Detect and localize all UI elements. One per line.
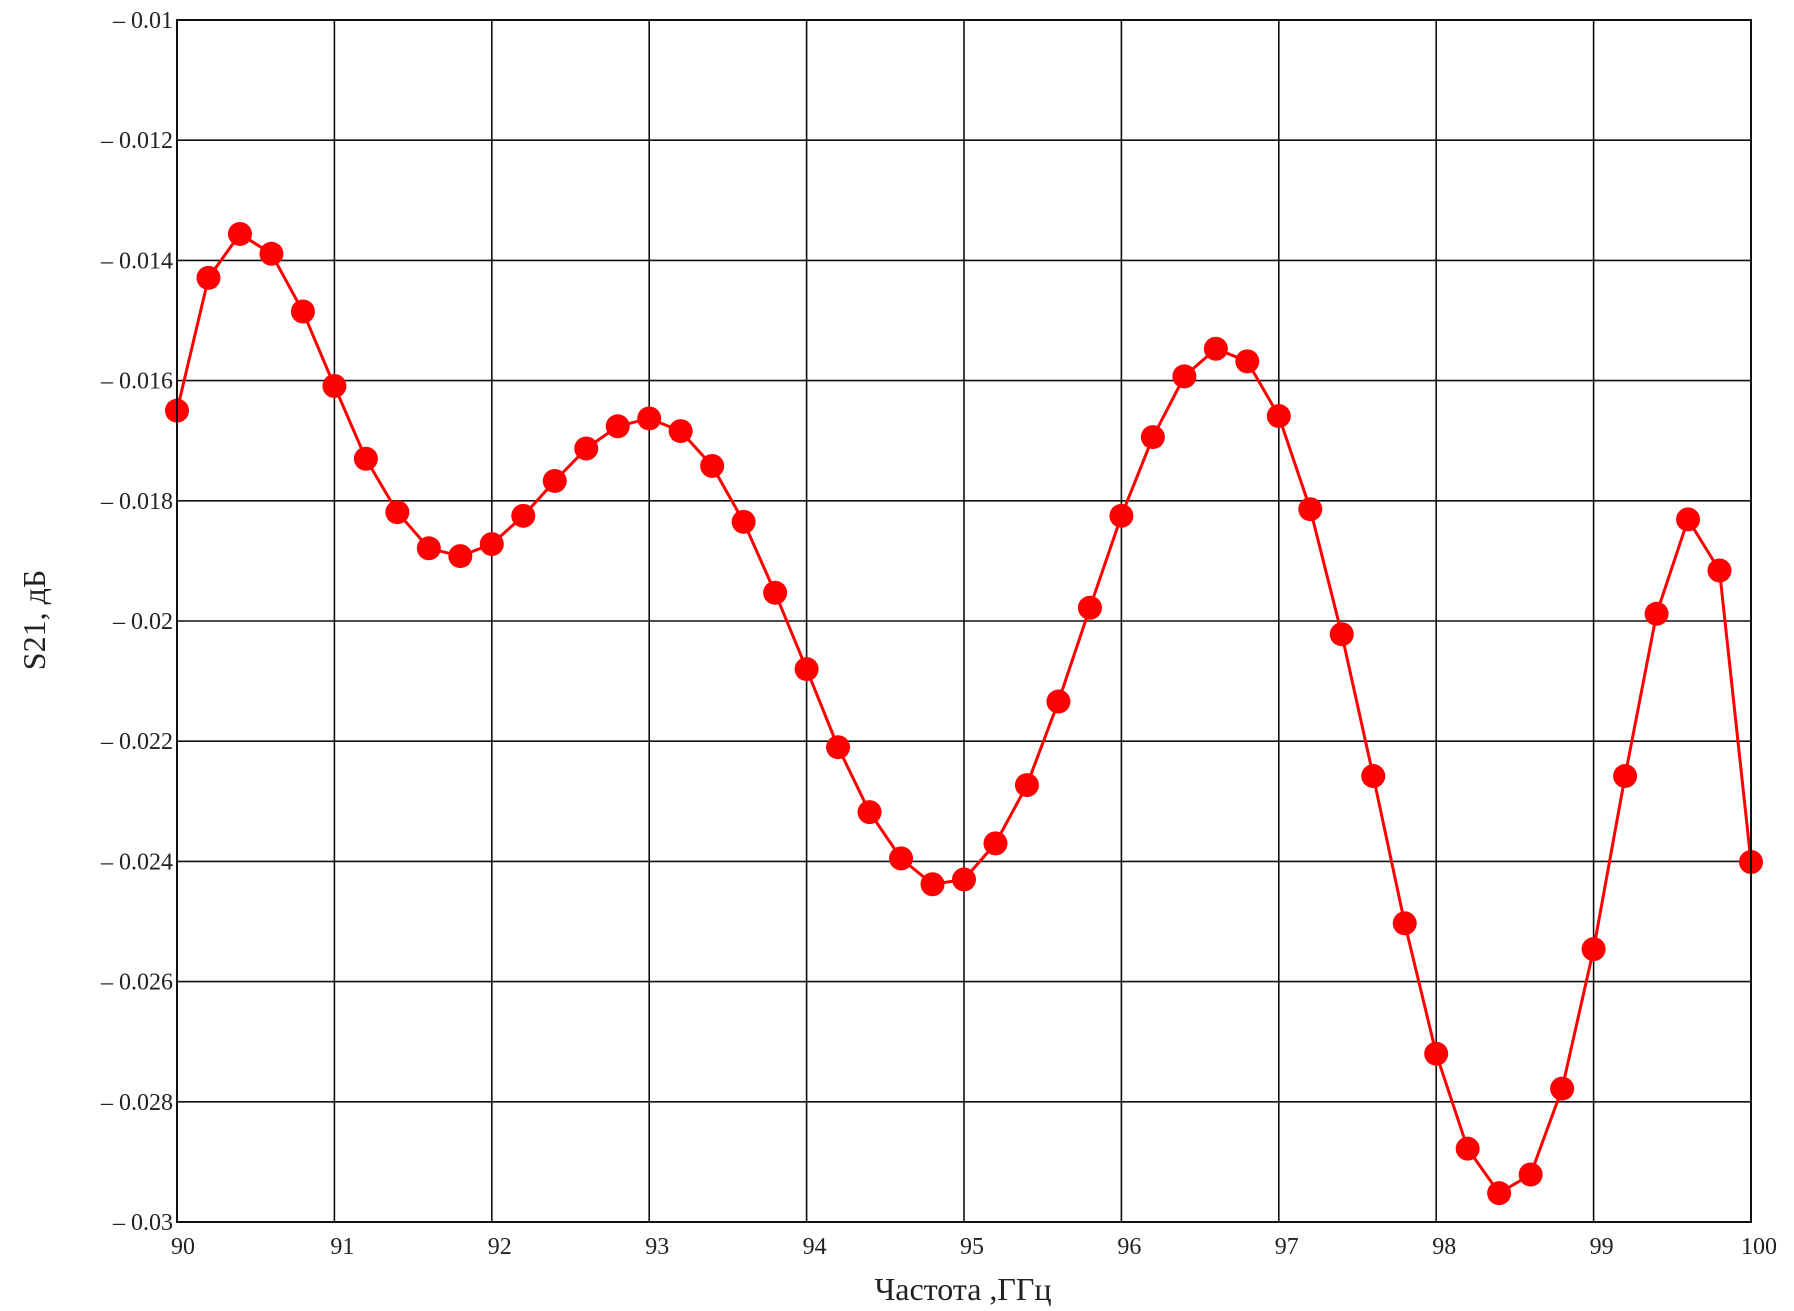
grid: [176, 19, 1752, 1223]
data-point: [952, 867, 976, 892]
data-point: [983, 831, 1008, 856]
x-tick-label: 99: [1590, 1234, 1614, 1260]
data-point: [1424, 1041, 1449, 1066]
data-point: [322, 374, 347, 399]
data-point: [448, 544, 473, 569]
data-point: [826, 735, 851, 760]
y-tick-label: – 0.016: [100, 369, 173, 395]
data-point: [731, 509, 756, 534]
data-point: [1329, 622, 1354, 647]
x-tick-label: 92: [488, 1234, 512, 1260]
data-point: [290, 299, 315, 324]
data-point: [857, 800, 882, 825]
y-tick-label: – 0.012: [100, 128, 173, 154]
y-tick-label: – 0.026: [100, 970, 173, 996]
y-tick-label: – 0.022: [100, 729, 173, 755]
data-point: [889, 846, 914, 871]
data-point: [1581, 937, 1606, 962]
data-point: [1550, 1076, 1575, 1101]
x-tick-label: 96: [1117, 1234, 1141, 1260]
data-point: [385, 500, 410, 525]
plot-frame: [176, 19, 1752, 1223]
data-point: [574, 436, 599, 461]
x-axis-ticks: 90 91 92 93 94 95 96 97 98 99 100: [171, 1234, 1777, 1260]
y-tick-label: – 0.024: [100, 849, 173, 875]
x-tick-label: 97: [1275, 1234, 1299, 1260]
data-point: [196, 265, 221, 290]
y-tick-label: – 0.014: [100, 248, 173, 274]
data-point: [511, 503, 536, 528]
data-point: [353, 446, 378, 471]
data-point: [637, 406, 662, 431]
x-tick-label: 91: [330, 1234, 354, 1260]
x-tick-label: 100: [1741, 1234, 1777, 1260]
x-tick-label: 98: [1432, 1234, 1456, 1260]
x-tick-label: 95: [960, 1234, 984, 1260]
data-point: [1077, 595, 1102, 620]
x-tick-label: 90: [171, 1234, 195, 1260]
data-point: [227, 221, 252, 246]
data-point: [920, 872, 945, 897]
x-tick-label: 94: [803, 1234, 827, 1260]
y-tick-label: – 0.03: [112, 1210, 173, 1236]
data-point: [1518, 1162, 1543, 1187]
y-tick-label: – 0.018: [100, 489, 173, 515]
x-axis-label: Частота ,ГГц: [874, 1271, 1051, 1307]
data-point: [1266, 404, 1291, 429]
data-point: [1676, 507, 1701, 532]
data-point: [1707, 558, 1732, 583]
data-point: [259, 241, 284, 266]
data-point: [763, 580, 788, 605]
data-point: [605, 414, 630, 439]
y-tick-label: – 0.02: [112, 609, 173, 635]
data-point: [1109, 503, 1134, 528]
data-point: [479, 532, 504, 557]
data-point: [1235, 349, 1260, 374]
y-axis-label: S21, дБ: [16, 570, 52, 670]
data-point: [1046, 689, 1071, 714]
data-point: [416, 536, 441, 561]
data-point: [1613, 764, 1638, 789]
data-point: [1014, 773, 1039, 798]
data-point: [542, 468, 567, 493]
data-point: [1644, 601, 1669, 626]
data-point: [1298, 497, 1323, 522]
y-tick-label: – 0.028: [100, 1090, 173, 1116]
data-point: [794, 657, 819, 682]
y-tick-label: – 0.01: [112, 8, 173, 34]
y-axis-ticks: – 0.01 – 0.012 – 0.014 – 0.016 – 0.018 – 0.02…: [100, 8, 173, 1236]
data-point: [668, 419, 693, 444]
data-point: [1361, 764, 1386, 789]
data-point: [1172, 364, 1197, 389]
data-point: [1487, 1181, 1512, 1206]
data-point: [1203, 336, 1228, 361]
data-point: [700, 453, 725, 478]
series: [165, 221, 1763, 1206]
data-point: [1140, 425, 1165, 450]
data-point: [1455, 1136, 1480, 1161]
data-point: [1392, 911, 1417, 936]
x-tick-label: 93: [645, 1234, 669, 1260]
